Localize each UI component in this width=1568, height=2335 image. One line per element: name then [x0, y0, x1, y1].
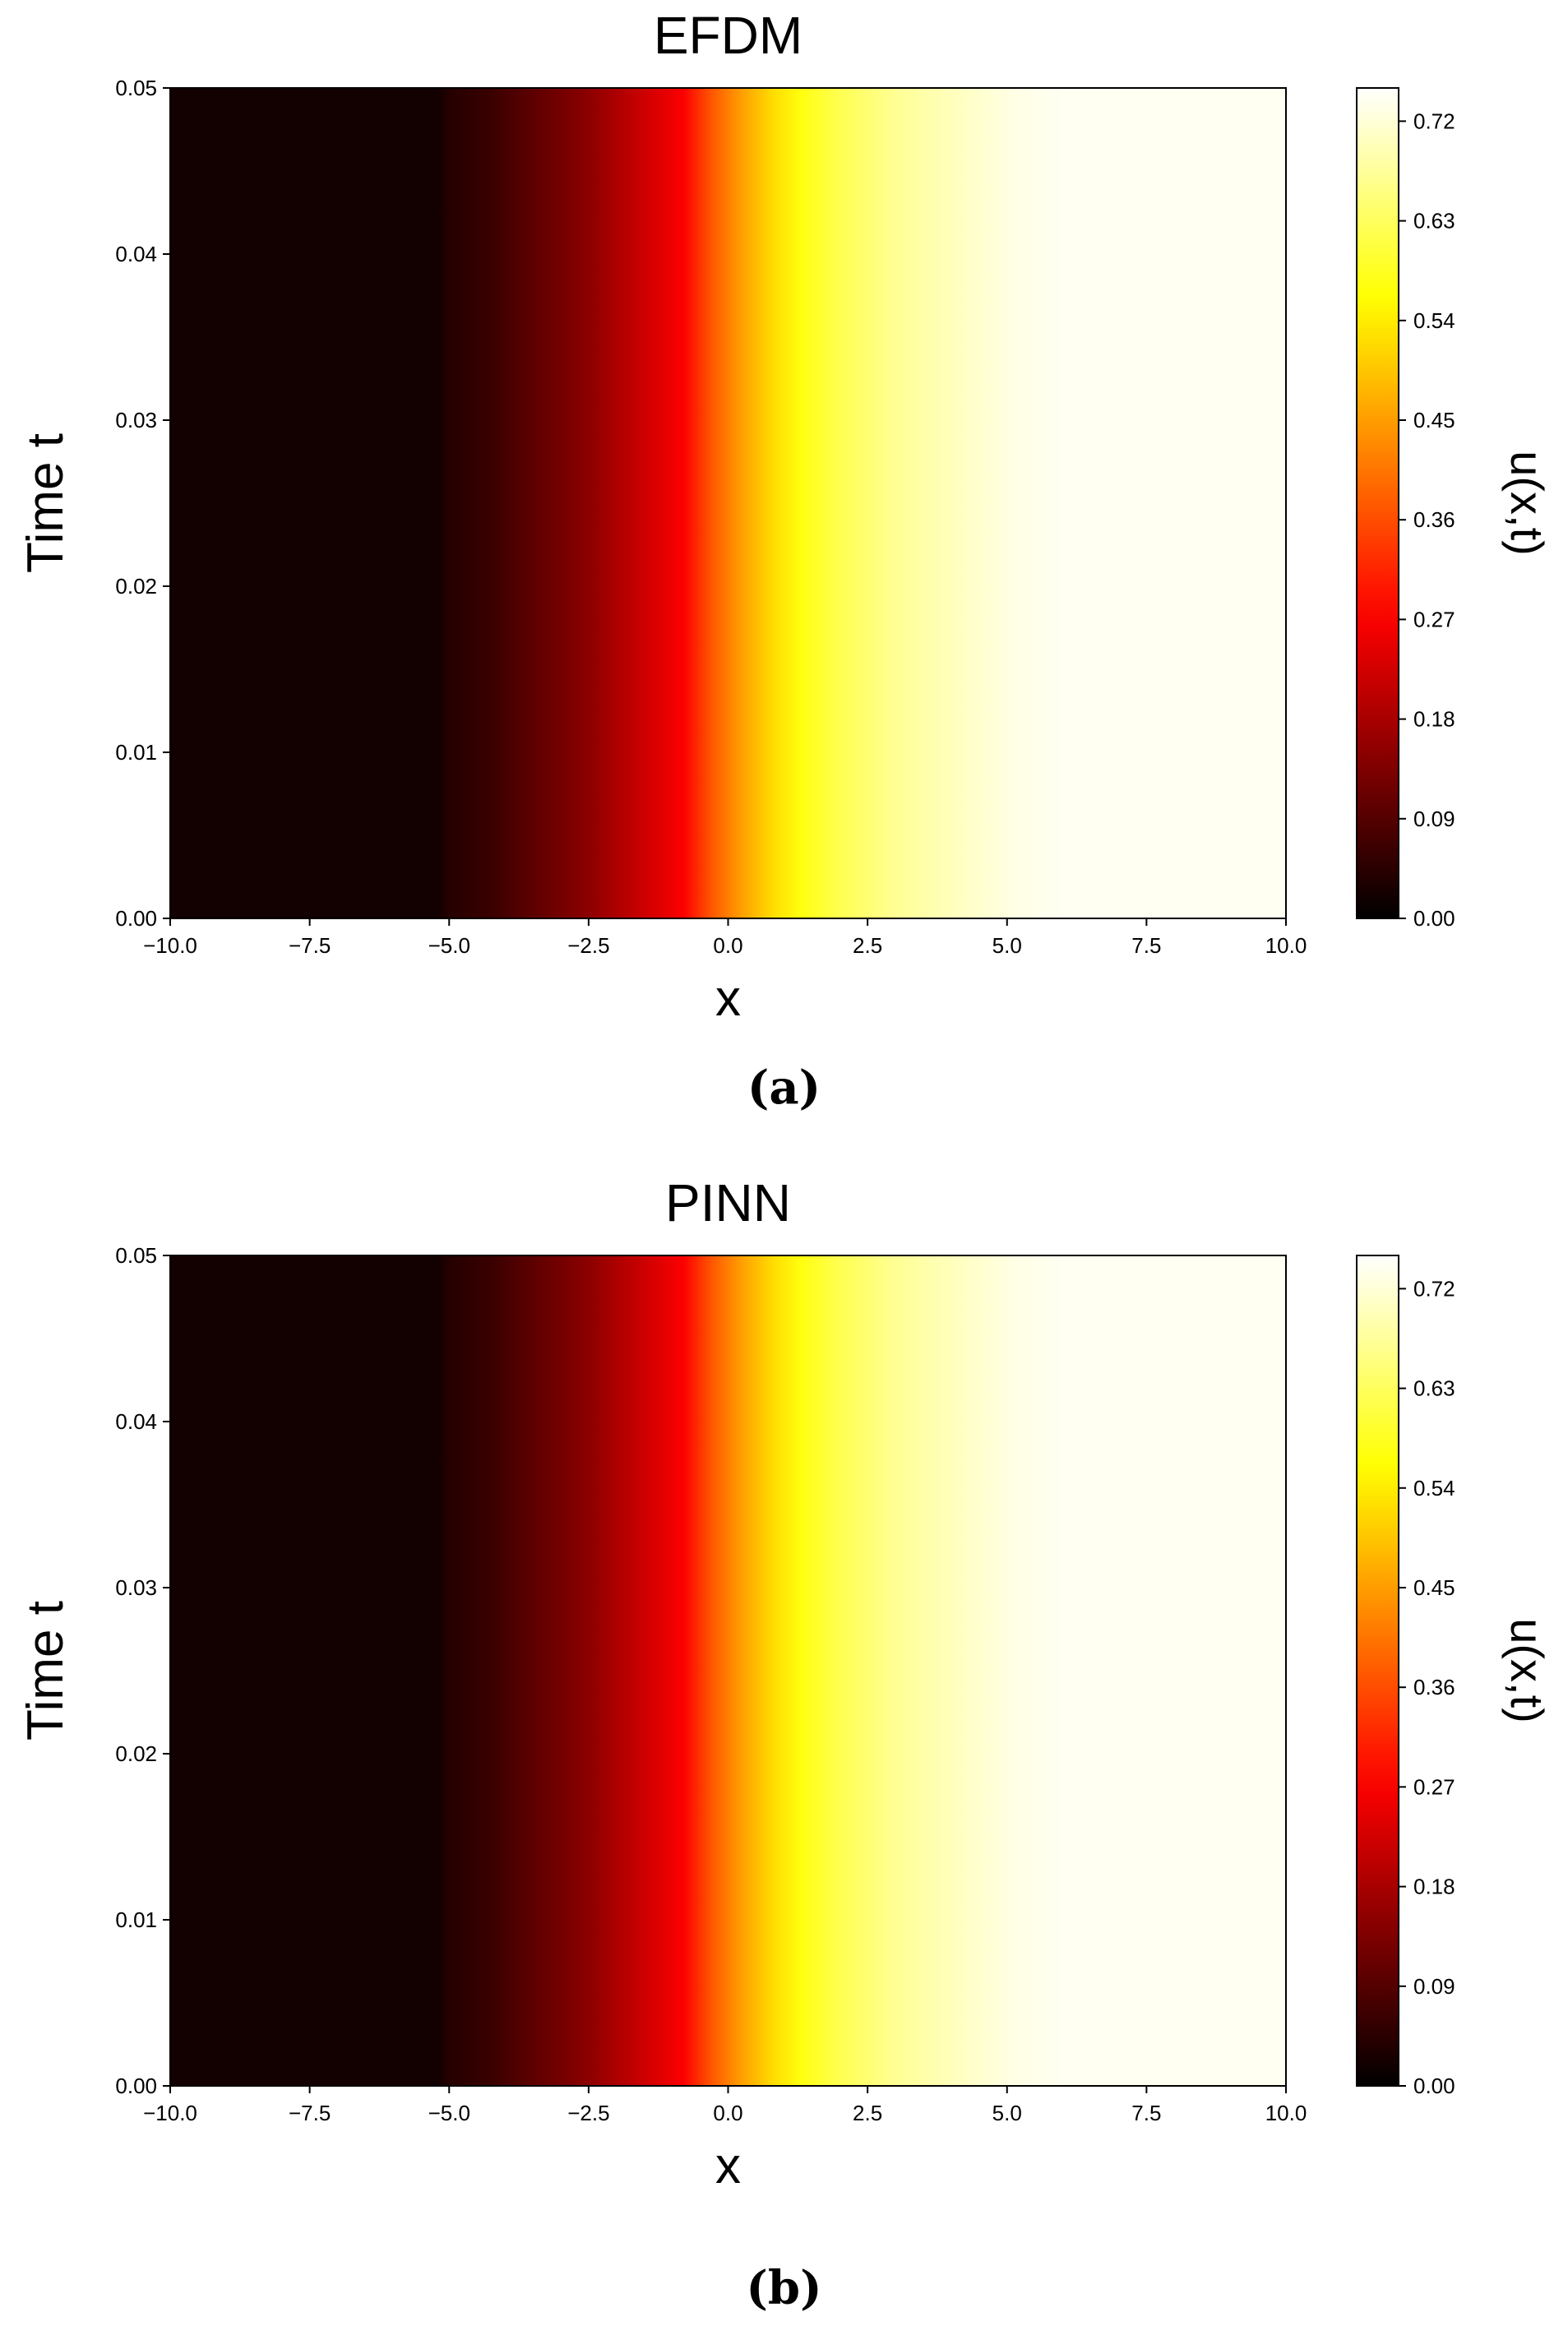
y-tick-label: 0.02	[115, 574, 157, 599]
colorbar-tick-label: 0.00	[1413, 2074, 1455, 2098]
x-tick-label: 2.5	[853, 933, 882, 958]
x-tick-label: −2.5	[567, 2101, 609, 2125]
colorbar-label: u(x,t)	[1501, 1618, 1553, 1723]
y-tick-label: 0.04	[115, 1409, 157, 1434]
x-tick-label: 7.5	[1131, 2101, 1161, 2125]
x-tick-label: −10.0	[143, 2101, 197, 2125]
y-axis-label: Time t	[17, 433, 74, 573]
heatmap-field	[170, 1255, 1286, 2086]
y-tick-label: 0.02	[115, 1741, 157, 1766]
colorbar	[1357, 1255, 1399, 2086]
y-tick-label: 0.00	[115, 2074, 157, 2098]
colorbar-tick-label: 0.09	[1413, 807, 1455, 831]
panel-b: PINN −10.0 −7.5 −5.0 −2.5 0.0 2.5 5.0 7.5 10.0 0.0…	[0, 1168, 1568, 2335]
x-tick-label: −5.0	[428, 933, 470, 958]
x-tick-label: −2.5	[567, 933, 609, 958]
colorbar-tick-label: 0.45	[1413, 408, 1455, 432]
y-tick-label: 0.01	[115, 1907, 157, 1932]
heatmap-field	[170, 88, 1286, 918]
x-tick-label: −10.0	[143, 933, 197, 958]
y-tick-label: 0.01	[115, 740, 157, 765]
colorbar-tick-label: 0.09	[1413, 1974, 1455, 1999]
chart-title: PINN	[665, 1173, 791, 1232]
colorbar-tick-label: 0.36	[1413, 1675, 1455, 1699]
colorbar-tick-label: 0.00	[1413, 906, 1455, 931]
y-tick-label: 0.03	[115, 408, 157, 432]
panel-caption: (b)	[746, 2261, 822, 2315]
y-tick-label: 0.05	[115, 1243, 157, 1268]
y-tick-label: 0.00	[115, 906, 157, 931]
x-tick-label: 5.0	[992, 933, 1022, 958]
y-tick-label: 0.05	[115, 76, 157, 100]
x-tick-label: 10.0	[1265, 933, 1307, 958]
colorbar-tick-label: 0.63	[1413, 1376, 1455, 1401]
colorbar-tick-label: 0.72	[1413, 109, 1455, 133]
y-axis-label: Time t	[17, 1601, 74, 1741]
colorbar-tick-label: 0.18	[1413, 1875, 1455, 1899]
chart-title: EFDM	[654, 6, 803, 65]
x-axis-label: x	[715, 970, 741, 1027]
colorbar-tick-label: 0.18	[1413, 707, 1455, 732]
x-tick-label: 0.0	[713, 2101, 742, 2125]
panel-a: EFDM −10.0 −7.5 −5.0 −2.5 0.0 2.5 5.0 7.5 10.0 0.0…	[17, 6, 1553, 1115]
colorbar-tick-label: 0.63	[1413, 209, 1455, 234]
colorbar-tick-label: 0.54	[1413, 308, 1455, 333]
colorbar-tick-label: 0.45	[1413, 1575, 1455, 1600]
x-tick-label: 7.5	[1131, 933, 1161, 958]
colorbar-frame	[1356, 1255, 1399, 2087]
colorbar-tick-label: 0.72	[1413, 1276, 1455, 1301]
y-tick-label: 0.04	[115, 242, 157, 266]
colorbar-tick-label: 0.27	[1413, 1774, 1455, 1799]
colorbar-tick-label: 0.54	[1413, 1476, 1455, 1500]
panel-caption: (a)	[747, 1061, 821, 1115]
colorbar	[1357, 88, 1399, 918]
x-tick-label: 5.0	[992, 2101, 1022, 2125]
chart-svg: EFDM −10.0 −7.5 −5.0 −2.5 0.0 2.5 5.0 7.5 10.0 0.0…	[17, 6, 1553, 1027]
x-tick-label: 10.0	[1265, 2101, 1307, 2125]
y-tick-label: 0.03	[115, 1575, 157, 1600]
x-tick-label: −7.5	[289, 2101, 331, 2125]
colorbar-tick-label: 0.36	[1413, 507, 1455, 532]
colorbar-frame	[1356, 87, 1399, 919]
colorbar-tick-label: 0.27	[1413, 607, 1455, 631]
chart-svg: PINN −10.0 −7.5 −5.0 −2.5 0.0 2.5 5.0 7.5 10.0 0.0…	[17, 1173, 1553, 2194]
x-tick-label: −7.5	[289, 933, 331, 958]
colorbar-label: u(x,t)	[1501, 451, 1553, 556]
x-axis-label: x	[715, 2138, 741, 2194]
x-tick-label: 0.0	[713, 933, 742, 958]
x-tick-label: 2.5	[853, 2101, 882, 2125]
x-tick-label: −5.0	[428, 2101, 470, 2125]
